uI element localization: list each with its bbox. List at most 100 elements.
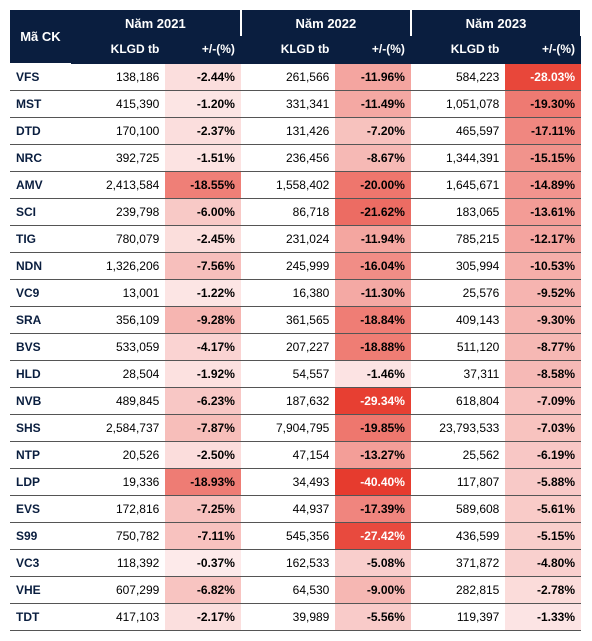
cell-code: BVS <box>10 334 71 361</box>
stock-table: Mã CK Năm 2021 Năm 2022 Năm 2023 KLGD tb… <box>10 10 582 631</box>
cell-volume: 170,100 <box>71 118 165 145</box>
cell-pct: -8.67% <box>335 145 411 172</box>
table-row: VC913,001-1.22%16,380-11.30%25,576-9.52% <box>10 280 581 307</box>
cell-code: VC9 <box>10 280 71 307</box>
cell-pct: -1.51% <box>165 145 241 172</box>
cell-pct: -9.52% <box>505 280 581 307</box>
cell-pct: -6.82% <box>165 577 241 604</box>
cell-pct: -18.55% <box>165 172 241 199</box>
cell-pct: -18.84% <box>335 307 411 334</box>
table-row: MST415,390-1.20%331,341-11.49%1,051,078-… <box>10 91 581 118</box>
cell-pct: -7.56% <box>165 253 241 280</box>
cell-volume: 19,336 <box>71 469 165 496</box>
cell-pct: -1.22% <box>165 280 241 307</box>
cell-code: TDT <box>10 604 71 631</box>
cell-pct: -19.85% <box>335 415 411 442</box>
cell-volume: 64,530 <box>241 577 335 604</box>
cell-volume: 533,059 <box>71 334 165 361</box>
table-row: NRC392,725-1.51%236,456-8.67%1,344,391-1… <box>10 145 581 172</box>
cell-pct: -7.03% <box>505 415 581 442</box>
cell-pct: -20.00% <box>335 172 411 199</box>
cell-volume: 409,143 <box>411 307 505 334</box>
cell-pct: -16.04% <box>335 253 411 280</box>
cell-pct: -14.89% <box>505 172 581 199</box>
cell-pct: -5.56% <box>335 604 411 631</box>
cell-pct: -7.87% <box>165 415 241 442</box>
cell-pct: -11.96% <box>335 63 411 91</box>
cell-volume: 54,557 <box>241 361 335 388</box>
cell-volume: 780,079 <box>71 226 165 253</box>
cell-pct: -17.39% <box>335 496 411 523</box>
table-row: VHE607,299-6.82%64,530-9.00%282,815-2.78… <box>10 577 581 604</box>
cell-pct: -13.61% <box>505 199 581 226</box>
cell-volume: 489,845 <box>71 388 165 415</box>
cell-code: NRC <box>10 145 71 172</box>
cell-pct: -0.37% <box>165 550 241 577</box>
table-row: AMV2,413,584-18.55%1,558,402-20.00%1,645… <box>10 172 581 199</box>
cell-pct: -11.94% <box>335 226 411 253</box>
table-row: DTD170,100-2.37%131,426-7.20%465,597-17.… <box>10 118 581 145</box>
cell-code: SCI <box>10 199 71 226</box>
cell-volume: 23,793,533 <box>411 415 505 442</box>
header-pct: +/-(%) <box>165 36 241 63</box>
cell-volume: 545,356 <box>241 523 335 550</box>
cell-code: EVS <box>10 496 71 523</box>
cell-volume: 511,120 <box>411 334 505 361</box>
cell-code: NVB <box>10 388 71 415</box>
table-row: S99750,782-7.11%545,356-27.42%436,599-5.… <box>10 523 581 550</box>
cell-pct: -6.00% <box>165 199 241 226</box>
table-row: TDT417,103-2.17%39,989-5.56%119,397-1.33… <box>10 604 581 631</box>
cell-code: NTP <box>10 442 71 469</box>
cell-volume: 305,994 <box>411 253 505 280</box>
table-row: SCI239,798-6.00%86,718-21.62%183,065-13.… <box>10 199 581 226</box>
cell-pct: -1.46% <box>335 361 411 388</box>
header-vol: KLGD tb <box>411 36 505 63</box>
cell-pct: -2.37% <box>165 118 241 145</box>
cell-code: MST <box>10 91 71 118</box>
cell-volume: 589,608 <box>411 496 505 523</box>
cell-volume: 39,989 <box>241 604 335 631</box>
cell-code: TIG <box>10 226 71 253</box>
cell-volume: 118,392 <box>71 550 165 577</box>
cell-volume: 239,798 <box>71 199 165 226</box>
cell-pct: -8.58% <box>505 361 581 388</box>
cell-volume: 172,816 <box>71 496 165 523</box>
table-row: HLD28,504-1.92%54,557-1.46%37,311-8.58% <box>10 361 581 388</box>
cell-volume: 356,109 <box>71 307 165 334</box>
cell-volume: 618,804 <box>411 388 505 415</box>
table-row: NDN1,326,206-7.56%245,999-16.04%305,994-… <box>10 253 581 280</box>
cell-volume: 415,390 <box>71 91 165 118</box>
table-row: SHS2,584,737-7.87%7,904,795-19.85%23,793… <box>10 415 581 442</box>
cell-volume: 2,413,584 <box>71 172 165 199</box>
cell-pct: -11.49% <box>335 91 411 118</box>
table-row: LDP19,336-18.93%34,493-40.40%117,807-5.8… <box>10 469 581 496</box>
table-row: NVB489,845-6.23%187,632-29.34%618,804-7.… <box>10 388 581 415</box>
cell-pct: -40.40% <box>335 469 411 496</box>
cell-volume: 34,493 <box>241 469 335 496</box>
cell-pct: -29.34% <box>335 388 411 415</box>
header-year-2022: Năm 2022 <box>241 10 411 36</box>
cell-volume: 1,558,402 <box>241 172 335 199</box>
cell-pct: -5.15% <box>505 523 581 550</box>
cell-volume: 117,807 <box>411 469 505 496</box>
cell-volume: 16,380 <box>241 280 335 307</box>
cell-volume: 584,223 <box>411 63 505 91</box>
cell-code: S99 <box>10 523 71 550</box>
cell-volume: 7,904,795 <box>241 415 335 442</box>
cell-code: VFS <box>10 63 71 91</box>
cell-pct: -27.42% <box>335 523 411 550</box>
header-year-2023: Năm 2023 <box>411 10 581 36</box>
cell-pct: -5.88% <box>505 469 581 496</box>
cell-pct: -1.33% <box>505 604 581 631</box>
cell-code: SHS <box>10 415 71 442</box>
cell-volume: 392,725 <box>71 145 165 172</box>
cell-pct: -9.00% <box>335 577 411 604</box>
table-header: Mã CK Năm 2021 Năm 2022 Năm 2023 KLGD tb… <box>10 10 581 63</box>
cell-volume: 138,186 <box>71 63 165 91</box>
cell-volume: 231,024 <box>241 226 335 253</box>
cell-volume: 162,533 <box>241 550 335 577</box>
cell-pct: -2.44% <box>165 63 241 91</box>
cell-volume: 20,526 <box>71 442 165 469</box>
cell-pct: -21.62% <box>335 199 411 226</box>
table-body: VFS138,186-2.44%261,566-11.96%584,223-28… <box>10 63 581 631</box>
